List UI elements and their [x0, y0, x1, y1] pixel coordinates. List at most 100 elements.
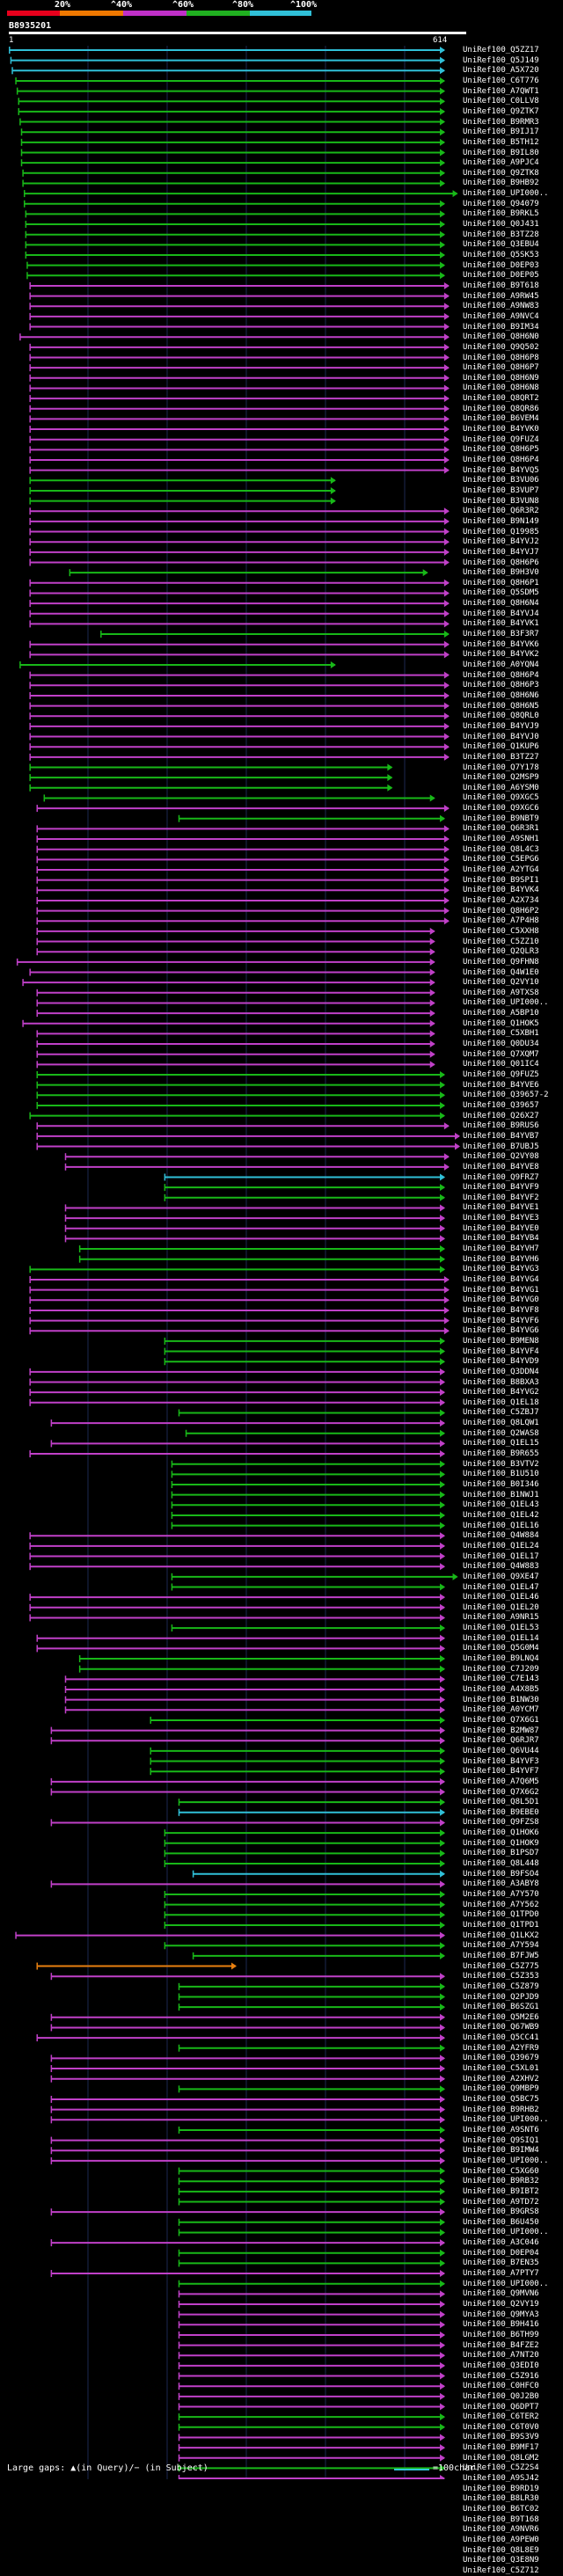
hit-label[interactable]: UniRef100_Q8H6N6	[463, 690, 539, 700]
hit-label[interactable]: UniRef100_Q1EL18	[463, 1397, 539, 1407]
hit-label[interactable]: UniRef100_A6YSM0	[463, 783, 539, 792]
hit-label[interactable]: UniRef100_Q5SK53	[463, 251, 539, 259]
hit-label[interactable]: UniRef100_B4YVG0	[463, 1295, 539, 1305]
hit-label[interactable]: UniRef100_Q8H6N8	[463, 383, 539, 393]
hit-label[interactable]: UniRef100_Q8H6N5	[463, 701, 539, 711]
hit-label[interactable]: UniRef100_Q9XE47	[463, 1572, 539, 1581]
hit-label[interactable]: UniRef100_Q4W884	[463, 1531, 539, 1541]
hit-label[interactable]: UniRef100_A7QWT1	[463, 86, 539, 96]
hit-label[interactable]: UniRef100_Q8L448	[463, 1859, 539, 1869]
hit-label[interactable]: UniRef100_Q8H6P3	[463, 681, 539, 690]
hit-label[interactable]: UniRef100_B2MW87	[463, 1726, 539, 1735]
hit-label[interactable]: UniRef100_B3TZ28	[463, 230, 539, 239]
hit-label[interactable]: UniRef100_Q8L4C3	[463, 844, 539, 854]
hit-label[interactable]: UniRef100_Q1EL17	[463, 1551, 539, 1561]
hit-label[interactable]: UniRef100_UPI000..	[463, 2115, 549, 2125]
hit-label[interactable]: UniRef100_Q3DDN4	[463, 1367, 539, 1376]
hit-label[interactable]: UniRef100_Q3EDI0	[463, 2361, 539, 2370]
hit-label[interactable]: UniRef100_A3ABY8	[463, 1879, 539, 1889]
hit-label[interactable]: UniRef100_B9IJ17	[463, 128, 539, 137]
hit-label[interactable]: UniRef100_B9HB92	[463, 179, 539, 188]
hit-label[interactable]: UniRef100_Q9Q502	[463, 342, 539, 352]
hit-label[interactable]: UniRef100_Q9XGC5	[463, 793, 539, 803]
hit-label[interactable]: UniRef100_Q8L5D1	[463, 1798, 539, 1807]
hit-label[interactable]: UniRef100_B1NW30	[463, 1695, 539, 1704]
hit-label[interactable]: UniRef100_Q5BC75	[463, 2095, 539, 2104]
hit-label[interactable]: UniRef100_C6T0V0	[463, 2422, 539, 2432]
hit-label[interactable]: UniRef100_UPI000..	[463, 2156, 549, 2165]
hit-label[interactable]: UniRef100_A5X720	[463, 66, 539, 76]
hit-label[interactable]: UniRef100_A3C046	[463, 2238, 539, 2248]
hit-label[interactable]: UniRef100_B9S3V9	[463, 2433, 539, 2442]
hit-label[interactable]: UniRef100_Q8H6P7	[463, 363, 539, 373]
hit-label[interactable]: UniRef100_B1NWJ1	[463, 1490, 539, 1500]
hit-label[interactable]: UniRef100_Q8H6P8	[463, 353, 539, 362]
hit-label[interactable]: UniRef100_B9RB32	[463, 2177, 539, 2186]
hit-label[interactable]: UniRef100_Q6VU44	[463, 1746, 539, 1755]
hit-label[interactable]: UniRef100_Q7Y178	[463, 763, 539, 772]
hit-label[interactable]: UniRef100_Q0J2B0	[463, 2391, 539, 2401]
hit-label[interactable]: UniRef100_A7PTY7	[463, 2269, 539, 2279]
hit-label[interactable]: UniRef100_B9RKL5	[463, 209, 539, 219]
hit-label[interactable]: UniRef100_B3VUP7	[463, 485, 539, 495]
hit-label[interactable]: UniRef100_Q8H6P5	[463, 445, 539, 455]
hit-label[interactable]: UniRef100_C5XXH8	[463, 926, 539, 936]
hit-label[interactable]: UniRef100_A2XHV2	[463, 2074, 539, 2083]
hit-label[interactable]: UniRef100_B4FZE2	[463, 2340, 539, 2350]
hit-label[interactable]: UniRef100_A7P4H8	[463, 916, 539, 926]
hit-label[interactable]: UniRef100_Q9ZTK7	[463, 106, 539, 116]
hit-label[interactable]: UniRef100_B7FJW5	[463, 1951, 539, 1960]
hit-label[interactable]: UniRef100_Q39657-2	[463, 1091, 549, 1100]
hit-label[interactable]: UniRef100_Q5ZZ17	[463, 46, 539, 55]
hit-label[interactable]: UniRef100_Q5G0M4	[463, 1644, 539, 1653]
hit-label[interactable]: UniRef100_B9N149	[463, 516, 539, 526]
hit-label[interactable]: UniRef100_Q8L8E9	[463, 2545, 539, 2555]
hit-label[interactable]: UniRef100_B9RMR3	[463, 117, 539, 127]
hit-label[interactable]: UniRef100_Q8LGM2	[463, 2453, 539, 2463]
hit-label[interactable]: UniRef100_Q3EBU4	[463, 240, 539, 250]
hit-label[interactable]: UniRef100_Q39657	[463, 1100, 539, 1110]
hit-label[interactable]: UniRef100_C5Z712	[463, 2565, 539, 2575]
hit-label[interactable]: UniRef100_C6T776	[463, 76, 539, 85]
hit-label[interactable]: UniRef100_A9SNH1	[463, 835, 539, 844]
hit-label[interactable]: UniRef100_B8BXA3	[463, 1377, 539, 1387]
hit-label[interactable]: UniRef100_Q2VY10	[463, 978, 539, 988]
hit-label[interactable]: UniRef100_B4YVQ5	[463, 465, 539, 475]
hit-label[interactable]: UniRef100_B9EBE0	[463, 1807, 539, 1817]
hit-label[interactable]: UniRef100_A7Y594	[463, 1941, 539, 1951]
hit-label[interactable]: UniRef100_C5EPG6	[463, 855, 539, 865]
hit-label[interactable]: UniRef100_Q0DU34	[463, 1040, 539, 1049]
hit-label[interactable]: UniRef100_B9MEN8	[463, 1336, 539, 1346]
hit-label[interactable]: UniRef100_B9IBT2	[463, 2186, 539, 2196]
hit-label[interactable]: UniRef100_A7NT20	[463, 2351, 539, 2361]
hit-label[interactable]: UniRef100_UPI000..	[463, 2228, 549, 2237]
hit-label[interactable]: UniRef100_B1U510	[463, 1470, 539, 1479]
hit-label[interactable]: UniRef100_Q9MBP9	[463, 2084, 539, 2094]
hit-label[interactable]: UniRef100_A9NW83	[463, 302, 539, 311]
hit-label[interactable]: UniRef100_B9LNQ4	[463, 1654, 539, 1664]
hit-label[interactable]: UniRef100_Q6RJR7	[463, 1736, 539, 1746]
hit-label[interactable]: UniRef100_Q8LQW1	[463, 1419, 539, 1428]
hit-label[interactable]: UniRef100_B4YVF2	[463, 1193, 539, 1202]
hit-label[interactable]: UniRef100_Q1EL42	[463, 1510, 539, 1520]
hit-label[interactable]: UniRef100_Q1EL46	[463, 1593, 539, 1602]
hit-label[interactable]: UniRef100_Q1EL15	[463, 1439, 539, 1449]
hit-label[interactable]: UniRef100_Q3E8N9	[463, 2556, 539, 2565]
hit-label[interactable]: UniRef100_B4YVJ9	[463, 721, 539, 731]
hit-label[interactable]: UniRef100_B4YVH6	[463, 1254, 539, 1264]
hit-label[interactable]: UniRef100_Q9FUZ4	[463, 434, 539, 444]
hit-label[interactable]: UniRef100_B9RUS6	[463, 1121, 539, 1131]
hit-label[interactable]: UniRef100_B4YVF6	[463, 1316, 539, 1325]
hit-label[interactable]: UniRef100_B4YVG4	[463, 1275, 539, 1284]
hit-label[interactable]: UniRef100_B6U450	[463, 2217, 539, 2227]
hit-label[interactable]: UniRef100_Q9MVN6	[463, 2289, 539, 2299]
hit-label[interactable]: UniRef100_B7UBJ5	[463, 1142, 539, 1151]
hit-label[interactable]: UniRef100_Q7X6G2	[463, 1787, 539, 1797]
hit-label[interactable]: UniRef100_B6TC02	[463, 2505, 539, 2514]
hit-label[interactable]: UniRef100_C5Z916	[463, 2371, 539, 2381]
hit-label[interactable]: UniRef100_Q1LKX2	[463, 1930, 539, 1940]
hit-label[interactable]: UniRef100_Q1EL43	[463, 1500, 539, 1510]
hit-label[interactable]: UniRef100_A7Y570	[463, 1890, 539, 1899]
hit-label[interactable]: UniRef100_Q5SDM5	[463, 588, 539, 598]
hit-label[interactable]: UniRef100_Q1EL53	[463, 1624, 539, 1633]
